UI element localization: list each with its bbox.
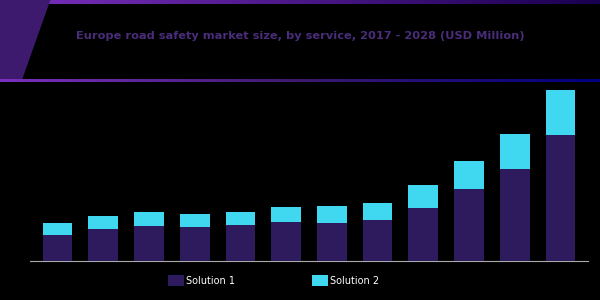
Bar: [317, 206, 347, 223]
Bar: [271, 221, 301, 261]
Bar: [180, 227, 209, 261]
Bar: [134, 226, 164, 261]
Bar: [88, 216, 118, 229]
Text: Solution 2: Solution 2: [330, 275, 379, 286]
Bar: [500, 134, 530, 169]
Bar: [317, 223, 347, 261]
Bar: [43, 223, 73, 235]
Bar: [168, 275, 184, 286]
Bar: [134, 212, 164, 226]
Bar: [271, 207, 301, 221]
Bar: [454, 190, 484, 261]
Bar: [363, 202, 392, 220]
Bar: [545, 135, 575, 261]
Bar: [226, 212, 255, 225]
Bar: [180, 214, 209, 227]
Bar: [545, 90, 575, 135]
Bar: [43, 235, 73, 261]
Bar: [363, 220, 392, 261]
Bar: [454, 161, 484, 190]
Bar: [409, 184, 438, 208]
Bar: [312, 275, 328, 286]
Bar: [409, 208, 438, 261]
Text: Europe road safety market size, by service, 2017 - 2028 (USD Million): Europe road safety market size, by servi…: [76, 32, 524, 41]
Bar: [226, 225, 255, 261]
Polygon shape: [0, 0, 50, 81]
Text: Solution 1: Solution 1: [186, 275, 235, 286]
Bar: [88, 229, 118, 261]
Bar: [500, 169, 530, 261]
